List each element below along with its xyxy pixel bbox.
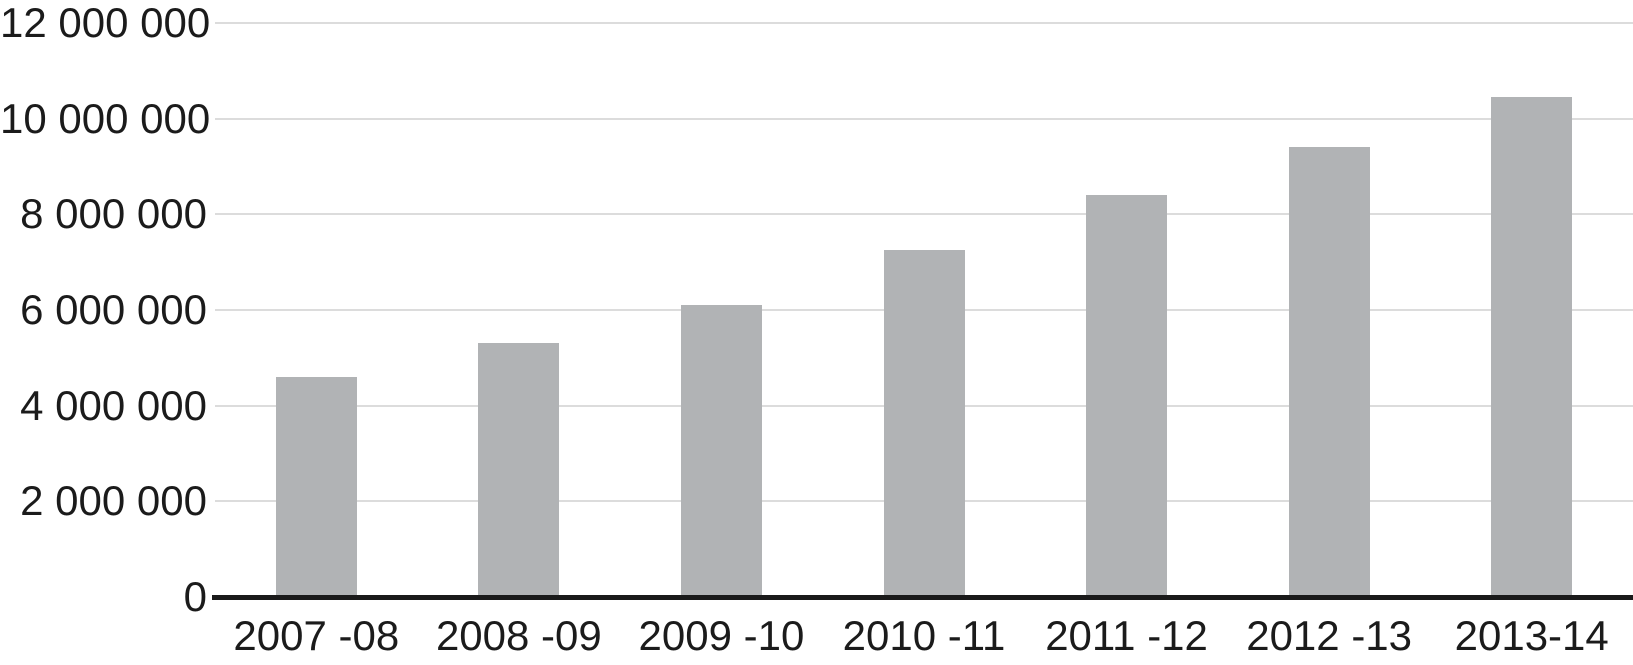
bar-2011-12 [1086, 195, 1168, 597]
bar-2012-13 [1288, 147, 1370, 597]
x-tick-label: 2011 -12 [1045, 612, 1208, 659]
bar-2010-11 [883, 250, 965, 597]
y-tick-label: 8 000 000 [20, 190, 207, 238]
y-tick-label: 0 [183, 573, 207, 620]
x-tick-label: 2007 -08 [233, 612, 400, 659]
bar-2007-08 [275, 377, 357, 597]
y-tick-label: 4 000 000 [20, 381, 207, 429]
bar-2009-10 [680, 305, 762, 597]
x-tick-label: 2012 -13 [1246, 612, 1413, 659]
x-tick-label: 2013-14 [1454, 612, 1609, 659]
bar-2008-09 [478, 343, 560, 597]
bar-2013-14 [1491, 97, 1573, 597]
x-tick-label: 2009 -10 [638, 612, 805, 659]
x-tick-label: 2008 -09 [435, 612, 602, 659]
plot-area [215, 22, 1633, 597]
gridline [215, 117, 1633, 120]
gridline [215, 22, 1633, 24]
y-axis: 0 2 000 000 4 000 000 6 000 000 8 000 000 10 … [0, 0, 211, 665]
y-tick-label: 12 000 000 [0, 0, 211, 46]
y-tick-label: 2 000 000 [20, 477, 207, 525]
x-tick-label: 2010 -11 [842, 612, 1006, 659]
gridline [215, 213, 1633, 216]
x-axis-line [212, 595, 1633, 600]
x-axis-labels: 2007 -08 2008 -09 2009 -10 2010 -11 2011 -12… [215, 613, 1633, 665]
y-tick-label: 10 000 000 [0, 94, 211, 142]
y-tick-label: 6 000 000 [20, 286, 207, 333]
